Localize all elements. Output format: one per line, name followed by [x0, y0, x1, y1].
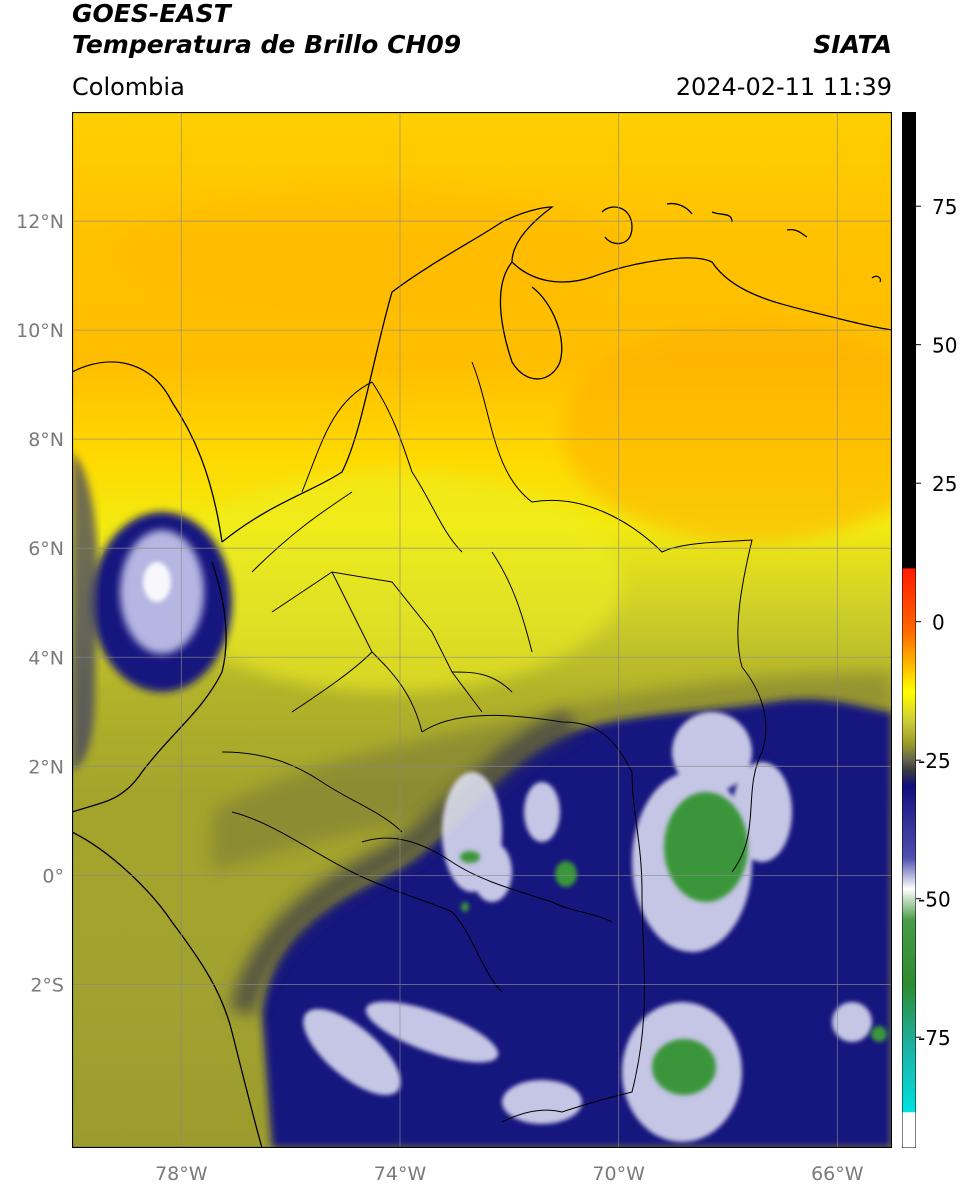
- gridlines: [72, 112, 892, 1148]
- colorbar-tick-label: -50: [918, 888, 951, 912]
- lon-tick-label: 66°W: [811, 1163, 864, 1185]
- colorbar-tick-label: -25: [918, 749, 951, 773]
- west-edge-cloud: [72, 452, 99, 772]
- map-frame: [72, 112, 892, 1148]
- colorbar-gradient: [902, 112, 916, 1148]
- satellite-title: GOES-EAST: [72, 0, 231, 28]
- lon-tick-label: 74°W: [374, 1163, 427, 1185]
- coastlines: [72, 202, 892, 1148]
- organization-label: SIATA: [813, 30, 892, 59]
- lat-tick-label: 2°S: [30, 974, 64, 996]
- lat-tick-label: 0°: [42, 865, 64, 887]
- lat-tick-label: 8°N: [28, 429, 64, 451]
- warm-patch: [112, 192, 632, 312]
- colorbar-tick-label: 25: [932, 472, 957, 496]
- colorbar-tick-label: 75: [932, 195, 957, 219]
- warm-patch: [562, 322, 892, 542]
- borders: [221, 361, 767, 1123]
- lat-tick-label: 10°N: [16, 320, 64, 342]
- lat-tick-label: 2°N: [28, 756, 64, 778]
- coldest-cloud-tops: [460, 792, 887, 1095]
- lat-tick-label: 6°N: [28, 538, 64, 560]
- colorbar-tick-label: 0: [932, 611, 945, 635]
- datetime-label: 2024-02-11 11:39: [675, 73, 892, 101]
- region-label: Colombia: [72, 73, 185, 101]
- colorbar-tick-label: -75: [918, 1026, 951, 1050]
- cold-cloud-west-top: [143, 562, 171, 602]
- lon-tick-label: 70°W: [592, 1163, 645, 1185]
- lat-tick-label: 4°N: [28, 647, 64, 669]
- colorbar: [902, 112, 916, 1148]
- colorbar-tick-label: 50: [932, 334, 957, 358]
- brightness-temperature-map: [72, 112, 892, 1148]
- lon-tick-label: 78°W: [155, 1163, 208, 1185]
- lat-tick-label: 12°N: [16, 211, 64, 233]
- product-title: Temperatura de Brillo CH09: [72, 30, 462, 59]
- gray-fringe: [229, 709, 577, 1016]
